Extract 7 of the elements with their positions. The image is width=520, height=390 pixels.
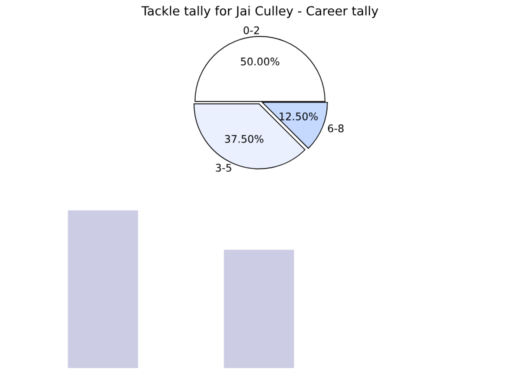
data-label: 37.50%	[225, 134, 264, 143]
data-label: 12.50%	[280, 112, 318, 120]
chart-title: Tackle tally for Jai Culley - Career tally	[141, 6, 378, 18]
slice-label: 6-8	[328, 124, 344, 132]
slice-label: 3-5	[216, 164, 232, 172]
data-label: 50.00%	[240, 58, 280, 66]
slice-label: 0-2	[244, 26, 259, 34]
